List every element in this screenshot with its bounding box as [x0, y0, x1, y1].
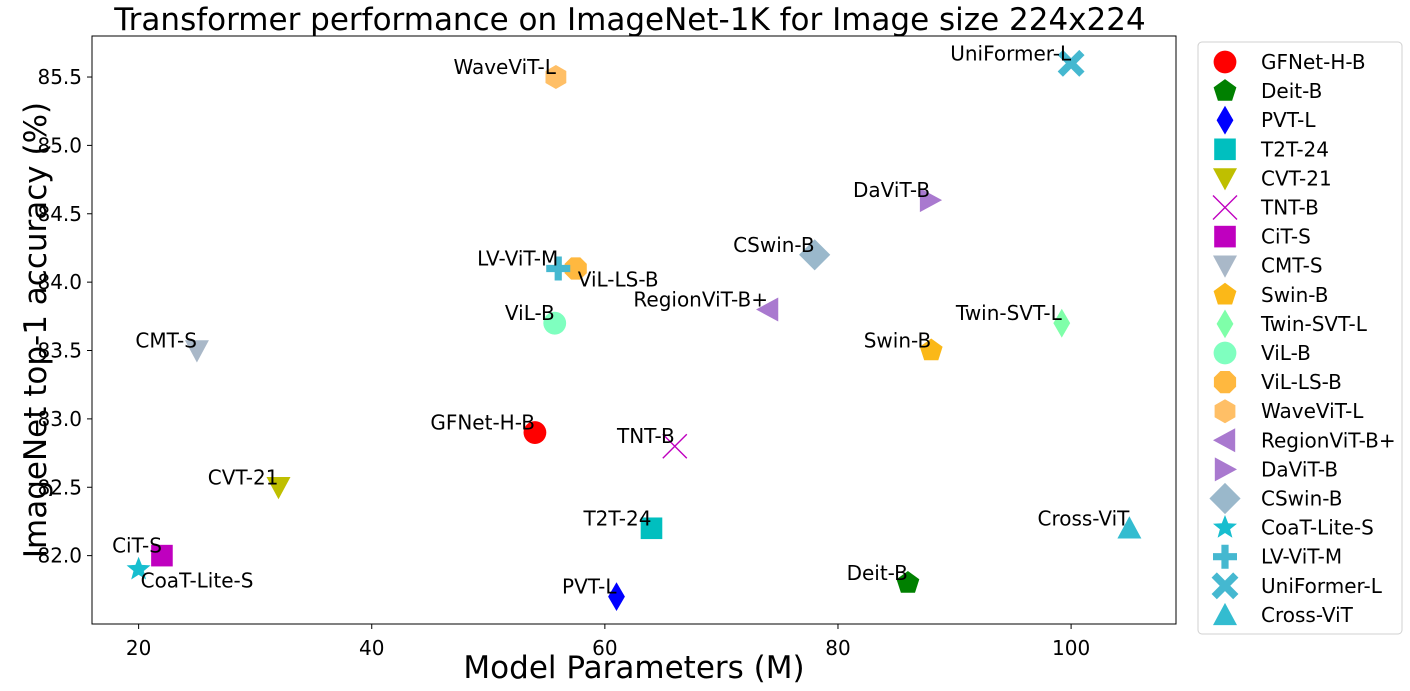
- data-point: [543, 311, 567, 335]
- point-label: CoaT-Lite-S: [141, 568, 254, 592]
- legend-marker: [1213, 79, 1237, 101]
- data-point: [126, 556, 151, 580]
- legend-marker: [1213, 50, 1237, 74]
- legend-marker: [1211, 572, 1239, 600]
- legend-label: LV-ViT-M: [1261, 545, 1342, 569]
- legend-marker: [1213, 168, 1237, 191]
- y-axis-label: ImageNet top-1 accuracy (%): [18, 102, 54, 558]
- point-label: CSwin-B: [733, 233, 814, 257]
- point-label: UniFormer-L: [950, 41, 1072, 65]
- point-label: PVT-L: [562, 575, 617, 599]
- point-label: Cross-ViT: [1037, 506, 1130, 530]
- data-point: [756, 297, 779, 322]
- legend-marker: [1214, 138, 1236, 161]
- plot-frame: [91, 35, 1177, 625]
- point-label: ViL-LS-B: [578, 267, 659, 291]
- y-tick-label: 85.0: [37, 133, 82, 157]
- legend-label: GFNet-H-B: [1261, 50, 1366, 74]
- legend-marker: [1209, 482, 1241, 515]
- data-point: [1117, 516, 1142, 539]
- legend-marker: [1213, 341, 1237, 365]
- legend-marker: [1214, 457, 1237, 482]
- data-point: [523, 421, 547, 444]
- data-point: [919, 338, 943, 361]
- point-label: Swin-B: [864, 329, 932, 353]
- legend-label: T2T-24: [1260, 137, 1329, 161]
- point-label: GFNet-H-B: [430, 411, 535, 435]
- legend-label: CVT-21: [1261, 166, 1332, 190]
- legend-label: WaveViT-L: [1261, 399, 1364, 423]
- legend-label: CiT-S: [1261, 225, 1311, 249]
- point-label: CVT-21: [208, 465, 279, 489]
- y-tick-label: 83.5: [37, 339, 82, 363]
- point-label: TNT-B: [616, 424, 675, 448]
- legend-label: Cross-ViT: [1261, 603, 1354, 627]
- legend-label: DaViT-B: [1261, 457, 1338, 481]
- data-point: [640, 517, 663, 540]
- data-point: [1057, 49, 1085, 77]
- y-tick-label: 82.5: [37, 475, 82, 499]
- y-tick-label: 82.0: [37, 544, 82, 568]
- legend-marker: [1213, 255, 1237, 278]
- legend-marker: [1213, 602, 1237, 626]
- data-point: [184, 340, 209, 363]
- legend-label: CoaT-Lite-S: [1261, 516, 1374, 540]
- y-tick-label: 85.5: [37, 65, 82, 89]
- legend-marker: [1214, 399, 1236, 424]
- y-tick-label: 83.0: [37, 407, 82, 431]
- x-tick-label: 40: [359, 636, 384, 660]
- legend-marker: [1216, 105, 1234, 135]
- point-label: RegionViT-B+: [633, 287, 768, 311]
- legend-marker: [1216, 309, 1234, 339]
- x-tick-label: 20: [126, 636, 151, 660]
- legend-box: [1197, 41, 1403, 635]
- point-label: CiT-S: [112, 534, 162, 558]
- legend-marker: [1213, 371, 1237, 394]
- legend-label: CMT-S: [1261, 254, 1323, 278]
- y-tick-label: 84.0: [37, 270, 82, 294]
- legend-label: Twin-SVT-L: [1260, 312, 1368, 336]
- legend-label: TNT-B: [1260, 196, 1319, 220]
- data-point: [799, 239, 831, 271]
- point-label: T2T-24: [582, 506, 651, 530]
- legend-marker: [1213, 544, 1237, 569]
- legend-marker: [1212, 195, 1238, 220]
- legend-label: UniFormer-L: [1261, 574, 1383, 598]
- data-point: [896, 571, 920, 593]
- legend-label: CSwin-B: [1261, 487, 1342, 511]
- data-point: [662, 433, 688, 459]
- y-tick-label: 84.5: [37, 202, 82, 226]
- legend-marker: [1213, 428, 1236, 453]
- point-label: LV-ViT-M: [477, 246, 558, 270]
- chart-title: Transformer performance on ImageNet-1K f…: [113, 2, 1145, 38]
- legend-label: ViL-B: [1261, 341, 1311, 365]
- legend-marker: [1214, 225, 1236, 248]
- point-label: ViL-B: [505, 301, 555, 325]
- x-axis-label: Model Parameters (M): [463, 650, 804, 686]
- x-tick-label: 80: [825, 636, 850, 660]
- legend-label: RegionViT-B+: [1261, 428, 1396, 452]
- legend-marker: [1213, 515, 1237, 538]
- data-point: [266, 477, 291, 500]
- data-point: [1053, 308, 1071, 338]
- data-point: [545, 65, 567, 89]
- legend-label: ViL-LS-B: [1261, 370, 1342, 394]
- legend-label: Swin-B: [1261, 283, 1329, 307]
- legend-marker: [1213, 282, 1237, 305]
- data-point: [151, 544, 173, 567]
- point-label: CMT-S: [135, 329, 197, 353]
- data-point: [546, 256, 571, 281]
- legend-label: PVT-L: [1261, 108, 1316, 132]
- point-label: Deit-B: [847, 561, 908, 585]
- point-label: WaveViT-L: [453, 55, 556, 79]
- data-point: [564, 257, 587, 280]
- data-point: [608, 582, 625, 612]
- point-label: Twin-SVT-L: [955, 301, 1063, 325]
- x-tick-label: 60: [592, 636, 617, 660]
- x-tick-label: 100: [1052, 636, 1090, 660]
- legend-label: Deit-B: [1261, 79, 1322, 103]
- data-point: [919, 188, 943, 213]
- point-label: DaViT-B: [853, 178, 930, 202]
